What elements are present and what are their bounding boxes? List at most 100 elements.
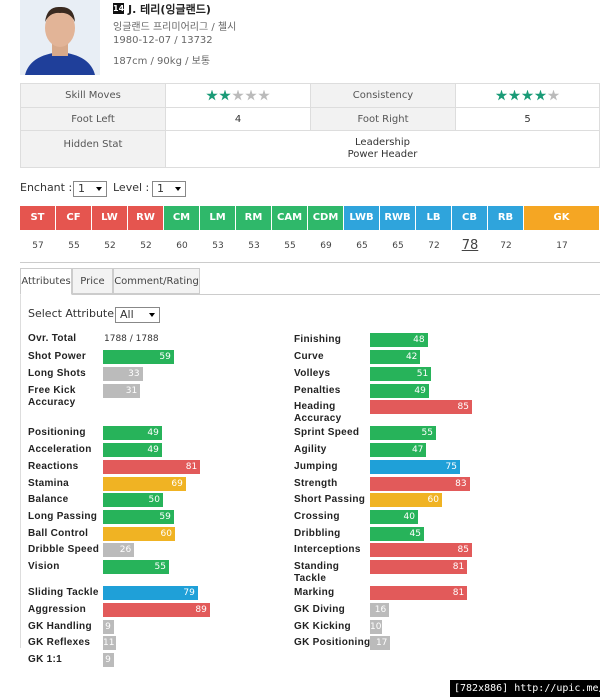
attribute-label: Long Shots — [28, 368, 86, 379]
attribute-bar: 50 — [103, 493, 163, 507]
attribute-bar: 16 — [370, 603, 390, 617]
position-name: LWB — [344, 206, 380, 230]
player-body: 187cm / 90kg / 보통 — [113, 56, 211, 67]
attribute-bar: 51 — [370, 367, 432, 381]
tab-panel-border — [20, 268, 21, 648]
attribute-value: 85 — [457, 545, 469, 555]
attribute-value: 17 — [375, 638, 388, 648]
attribute-value: 49 — [147, 428, 159, 438]
attribute-label: Standing Tackle — [294, 561, 340, 584]
attribute-bar: 47 — [370, 443, 427, 457]
attribute-bar: 45 — [370, 527, 424, 541]
watermark-size: [782x886] — [454, 683, 509, 694]
tab[interactable]: Price — [72, 268, 113, 294]
position-name: CB — [452, 206, 488, 230]
attribute-value: 11 — [103, 638, 115, 648]
position-name: RM — [236, 206, 272, 230]
attribute-value: 81 — [452, 562, 465, 572]
attribute-value: 9 — [105, 622, 111, 632]
player-photo — [20, 0, 100, 75]
attribute-bar: 55 — [103, 560, 169, 574]
position-name: LM — [200, 206, 236, 230]
attribute-bar: 59 — [103, 510, 174, 524]
level-label: Level : — [113, 181, 150, 194]
position-name: ST — [20, 206, 56, 230]
position-value: 65 — [356, 241, 368, 251]
attribute-label: Ball Control — [28, 528, 89, 539]
attribute-value: 69 — [171, 479, 183, 489]
attribute-label: Penalties — [294, 385, 341, 396]
position-value[interactable]: 78 — [461, 238, 479, 253]
attribute-bar: 11 — [103, 636, 117, 650]
attribute-bar: 17 — [370, 636, 391, 650]
player-number: 14 — [113, 3, 125, 14]
attribute-bar: 85 — [370, 543, 472, 557]
attribute-label: Heading Accuracy — [294, 401, 342, 424]
attribute-label: Strength — [294, 478, 338, 489]
positions-values-row — [20, 229, 600, 263]
level-select[interactable]: 1 — [152, 181, 186, 197]
watermark-url: http://upic.me/ — [514, 683, 600, 694]
attribute-bar: 60 — [103, 527, 175, 541]
attribute-value: 75 — [445, 462, 457, 472]
attribute-label: Dribbling — [294, 528, 341, 539]
attribute-bar: 79 — [103, 586, 198, 600]
enchant-select[interactable]: 1 — [73, 181, 107, 197]
star-filled — [534, 89, 547, 101]
position-value: 52 — [104, 241, 116, 251]
attribute-bar: 9 — [103, 620, 114, 634]
tab-line — [20, 294, 600, 295]
attribute-value: 42 — [405, 352, 418, 362]
attribute-value: 81 — [452, 588, 465, 598]
star-filled — [495, 89, 508, 101]
attribute-bar: 33 — [103, 367, 143, 381]
attribute-bar: 83 — [370, 477, 470, 491]
attribute-value: 81 — [185, 462, 198, 472]
hidden-stat: Power Header — [347, 149, 418, 160]
position-value: 60 — [176, 241, 188, 251]
attribute-label: Sliding Tackle — [28, 587, 99, 598]
player-league: 잉글랜드 프리미어리그 / 첼시 — [113, 22, 237, 33]
position-value: 52 — [140, 241, 152, 251]
position-name: CM — [164, 206, 200, 230]
attribute-bar: 48 — [370, 333, 428, 347]
cell-label: Foot Right — [310, 107, 456, 131]
attribute-value: 16 — [374, 605, 387, 615]
attribute-label: Jumping — [294, 461, 338, 472]
attribute-value: 60 — [160, 529, 172, 539]
attribute-value: 85 — [457, 402, 469, 412]
player-name: J. 테리(잉글랜드) — [128, 3, 211, 16]
attribute-label: Crossing — [294, 511, 340, 522]
attribute-value: 83 — [455, 479, 467, 489]
stars-cell — [165, 83, 311, 108]
attribute-label: Shot Power — [28, 351, 87, 362]
attribute-value: 10 — [370, 622, 382, 632]
attribute-select[interactable]: All — [115, 307, 160, 323]
hidden-stat: Leadership — [355, 137, 410, 148]
position-name: GK — [524, 206, 600, 230]
star-empty — [547, 89, 560, 101]
cell-value: 5 — [455, 107, 600, 131]
attribute-bar: 49 — [103, 443, 162, 457]
position-value: 17 — [556, 241, 568, 251]
position-value: 72 — [500, 241, 512, 251]
tab[interactable]: Comment/Rating — [113, 268, 200, 294]
attribute-value: 59 — [159, 352, 171, 362]
attribute-label: Long Passing — [28, 511, 98, 522]
attribute-label: Aggression — [28, 604, 87, 615]
attribute-label: Dribble Speed — [28, 544, 100, 555]
position-name: RB — [488, 206, 524, 230]
attribute-value: 45 — [409, 529, 421, 539]
attribute-value: 79 — [183, 588, 195, 598]
attribute-label: Interceptions — [294, 544, 361, 555]
tab[interactable]: Attributes — [20, 268, 72, 295]
attribute-value: 33 — [128, 369, 140, 379]
attribute-label: Acceleration — [28, 444, 92, 455]
attribute-bar: 40 — [370, 510, 418, 524]
attribute-label: Balance — [28, 494, 69, 505]
cell-label: Foot Left — [20, 107, 166, 131]
stars-cell — [455, 83, 600, 108]
attribute-label: GK Diving — [294, 604, 346, 615]
select-attribute-label: Select Attribute : — [28, 307, 122, 320]
